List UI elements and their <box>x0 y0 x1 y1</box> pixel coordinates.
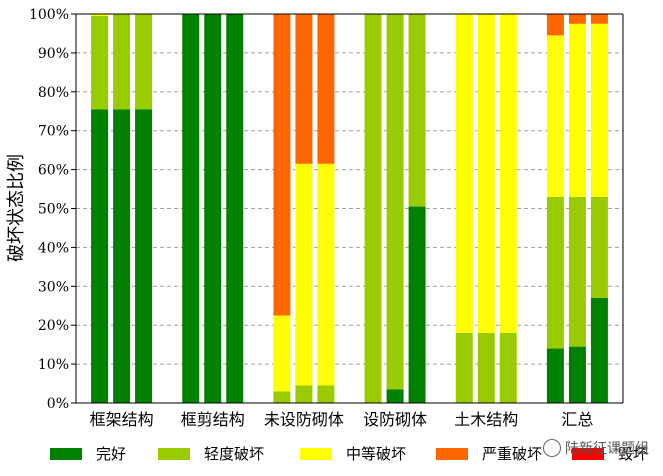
bar-segment <box>91 15 109 110</box>
x-tick-label: 框剪结构 <box>181 410 245 429</box>
y-tick-label: 50% <box>38 202 69 218</box>
y-tick-label: 100% <box>29 7 69 23</box>
y-axis-label: 破坏状态比例 <box>6 154 27 262</box>
bar-segment <box>590 196 608 298</box>
bar-segment <box>568 23 586 197</box>
bar-segment <box>386 14 404 390</box>
y-tick-label: 0% <box>47 396 69 412</box>
bar-segment <box>568 196 586 347</box>
y-tick-label: 40% <box>38 240 69 256</box>
bar-segment <box>546 14 564 36</box>
bar-segment <box>408 206 426 403</box>
bar-segment <box>317 163 335 386</box>
axes <box>71 13 624 404</box>
bar-segment <box>113 109 131 404</box>
watermark: 陆新征课题组 <box>543 438 649 458</box>
y-tick-label: 20% <box>38 318 69 334</box>
bar-segment <box>477 332 495 403</box>
watermark-text: 陆新征课题组 <box>565 441 649 457</box>
bar-segment <box>273 391 291 403</box>
bar-segment <box>135 109 153 404</box>
x-tick-label: 汇总 <box>561 410 593 429</box>
bar-segment <box>113 14 131 110</box>
legend: 完好 轻度破坏 中等破坏 严重破坏 毁坏 <box>50 445 648 463</box>
bar-segment <box>91 109 109 404</box>
grid-lines <box>76 13 623 365</box>
y-tick-label: 10% <box>38 357 69 373</box>
legend-label: 中等破坏 <box>346 445 406 463</box>
bar-segment <box>590 297 608 403</box>
bar-segment <box>295 385 313 403</box>
bar-segment <box>386 389 404 403</box>
bar-segment <box>477 14 495 333</box>
y-tick-label: 70% <box>38 124 69 140</box>
legend-swatch <box>50 448 82 460</box>
x-tick-label: 未设防砌体 <box>264 410 344 429</box>
legend-label: 严重破坏 <box>482 445 542 463</box>
bars <box>91 14 608 404</box>
legend-swatch <box>158 448 190 460</box>
legend-swatch <box>300 448 332 460</box>
bar-segment <box>568 346 586 403</box>
bar-segment <box>91 14 109 16</box>
bar-segment <box>499 332 517 403</box>
x-tick-label: 土木结构 <box>454 410 518 429</box>
bar-segment <box>455 332 473 403</box>
bar-segment <box>546 348 564 403</box>
bar-segment <box>295 163 313 386</box>
legend-label: 完好 <box>96 445 126 463</box>
bar-segment <box>499 14 517 333</box>
legend-swatch <box>572 448 604 460</box>
bar-segment <box>226 14 244 403</box>
bar-segment <box>295 14 313 164</box>
bar-segment <box>317 385 335 403</box>
y-tick-label: 90% <box>38 46 69 62</box>
x-tick-label: 设防砌体 <box>363 410 427 429</box>
y-tick-labels: 0% 10% 20% 30% 40% 50% 60% 70% 80% 90% 100% <box>29 7 69 412</box>
legend-label: 轻度破坏 <box>204 445 264 463</box>
bar-segment <box>204 14 222 403</box>
bar-segment <box>546 35 564 197</box>
x-tick-label: 框架结构 <box>90 410 154 429</box>
bar-segment <box>273 315 291 392</box>
bar-segment <box>590 23 608 197</box>
bar-segment <box>135 14 153 110</box>
y-tick-label: 80% <box>38 85 69 101</box>
bar-segment <box>408 14 426 207</box>
bar-segment <box>273 14 291 316</box>
y-tick-label: 30% <box>38 279 69 295</box>
bar-segment <box>546 196 564 349</box>
legend-swatch <box>436 448 468 460</box>
bar-segment <box>590 14 608 24</box>
y-tick-label: 60% <box>38 163 69 179</box>
bar-segment <box>317 14 335 164</box>
bar-segment <box>568 14 586 24</box>
bar-segment <box>455 14 473 333</box>
x-tick-labels: 框架结构 框剪结构 未设防砌体 设防砌体 土木结构 汇总 <box>90 410 594 429</box>
wechat-icon <box>543 439 561 457</box>
bar-segment <box>364 14 382 403</box>
legend-label: 毁坏 <box>618 445 648 463</box>
bar-segment <box>182 14 200 403</box>
